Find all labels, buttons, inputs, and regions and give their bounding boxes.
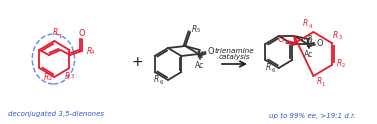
Text: R: R bbox=[192, 25, 197, 33]
Text: O: O bbox=[207, 47, 214, 57]
Text: up to 99% ee, >19:1 d.r.: up to 99% ee, >19:1 d.r. bbox=[269, 113, 356, 119]
Text: 2: 2 bbox=[342, 63, 345, 68]
Text: 4: 4 bbox=[91, 50, 94, 56]
Text: R: R bbox=[337, 59, 342, 67]
Text: O: O bbox=[278, 35, 285, 45]
Text: R: R bbox=[333, 31, 338, 40]
Text: 2: 2 bbox=[49, 77, 52, 81]
Text: ....R: ....R bbox=[299, 35, 313, 41]
Text: O: O bbox=[78, 29, 85, 38]
Text: 3: 3 bbox=[70, 74, 74, 78]
Text: deconjugated 3,5-dienones: deconjugated 3,5-dienones bbox=[8, 111, 104, 117]
Text: R: R bbox=[317, 78, 322, 87]
Text: N: N bbox=[196, 51, 203, 60]
Text: R: R bbox=[87, 46, 92, 56]
Text: Ac: Ac bbox=[304, 50, 313, 59]
Text: R: R bbox=[53, 28, 58, 37]
Text: R: R bbox=[154, 76, 159, 84]
Text: 1: 1 bbox=[58, 34, 61, 40]
Text: 5: 5 bbox=[309, 37, 312, 43]
Text: R: R bbox=[303, 19, 308, 29]
Text: 4: 4 bbox=[308, 24, 312, 29]
Text: 6: 6 bbox=[160, 80, 163, 85]
Text: R: R bbox=[65, 72, 70, 81]
Text: R: R bbox=[43, 73, 49, 81]
Text: O: O bbox=[316, 38, 323, 47]
Text: 3: 3 bbox=[338, 35, 342, 40]
Text: catalysis: catalysis bbox=[219, 54, 250, 60]
Text: N: N bbox=[305, 40, 312, 49]
Text: Ac: Ac bbox=[195, 61, 204, 70]
Text: R: R bbox=[266, 63, 271, 73]
Text: 5: 5 bbox=[196, 29, 200, 33]
Text: trienamine: trienamine bbox=[215, 48, 254, 54]
Text: 1: 1 bbox=[322, 82, 325, 87]
Text: +: + bbox=[131, 55, 143, 69]
Text: 6: 6 bbox=[271, 68, 275, 73]
